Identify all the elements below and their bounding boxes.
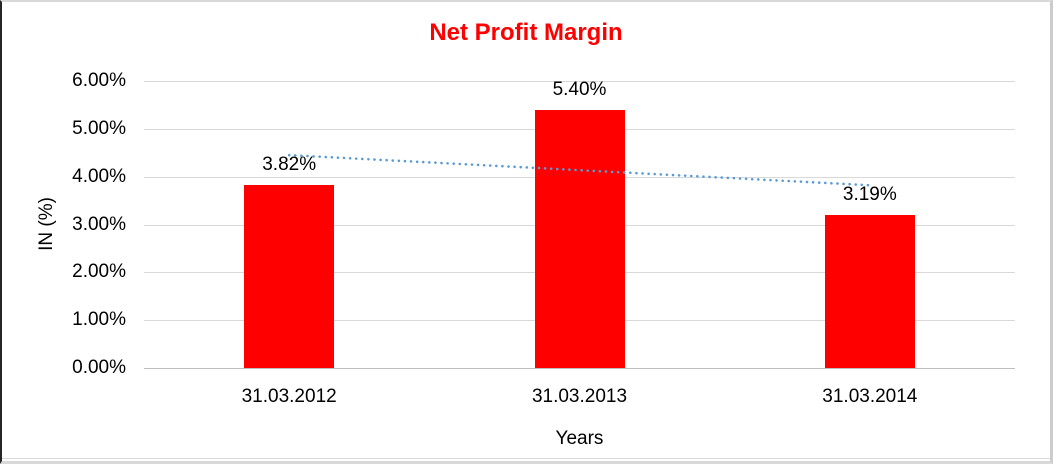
frame-bottom-divider (2, 458, 1050, 459)
x-axis-line (144, 368, 1015, 369)
x-tick-label: 31.03.2013 (531, 386, 628, 407)
y-tick-label: 5.00% (72, 117, 126, 139)
y-tick-label: 4.00% (72, 165, 126, 187)
bar-value-label: 3.19% (842, 184, 897, 206)
gridline (144, 81, 1015, 82)
y-tick-label: 0.00% (72, 357, 126, 378)
y-tick-label: 3.00% (72, 213, 126, 235)
x-tick-label: 31.03.2014 (822, 386, 918, 407)
bar-value-label: 3.82% (262, 154, 317, 176)
bar-value-label: 5.40% (552, 78, 607, 100)
x-axis-title: Years (555, 428, 604, 449)
y-tick-label: 6.00% (72, 70, 126, 91)
bar (824, 215, 915, 368)
y-tick-label: 2.00% (72, 261, 126, 283)
x-tick-label: 31.03.2012 (241, 386, 337, 407)
trendline (287, 153, 872, 187)
plot-area: 3.82% 5.40% 3.19% (144, 78, 1015, 369)
bar (244, 185, 335, 368)
y-tick-label: 1.00% (72, 309, 126, 331)
bar (534, 110, 625, 368)
chart-title: Net Profit Margin (429, 19, 623, 46)
